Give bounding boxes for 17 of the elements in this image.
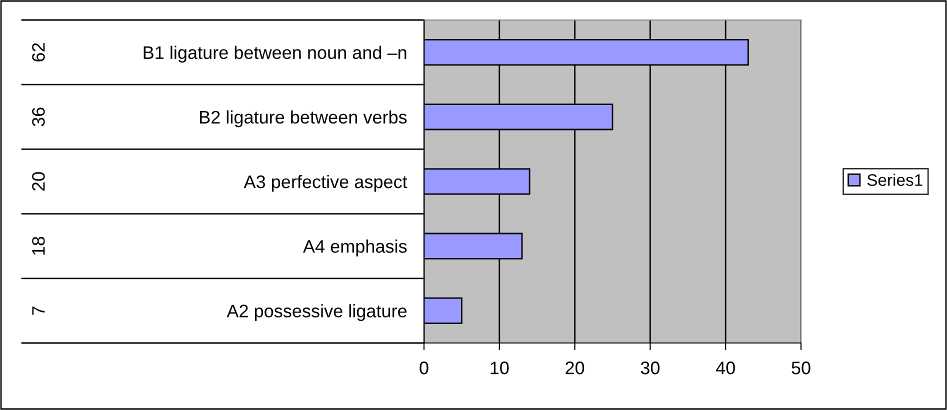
text: 18 — [32, 236, 45, 255]
x-tick-label: 0 — [420, 362, 428, 374]
x-tick-label: 10 — [490, 362, 509, 374]
x-tick-label: 40 — [716, 362, 735, 374]
x-tick-label: 20 — [566, 362, 584, 374]
y-tick-label: B2 ligature between verbs — [200, 110, 407, 128]
legend-label: Series1 — [867, 174, 922, 186]
text: 36 — [32, 108, 45, 126]
x-tick-label: 30 — [640, 362, 660, 374]
y-tick-label: B1 ligature between noun and –n — [144, 46, 406, 63]
y-tick-label: A2 possessive ligature — [226, 304, 407, 321]
text: 20 — [32, 172, 45, 191]
text: 62 — [32, 43, 45, 62]
x-tick-label: 50 — [792, 362, 810, 374]
text: 7 — [32, 306, 45, 315]
y-tick-label: A3 perfective aspect — [244, 174, 408, 192]
y-tick-label: A4 emphasis — [303, 240, 407, 256]
